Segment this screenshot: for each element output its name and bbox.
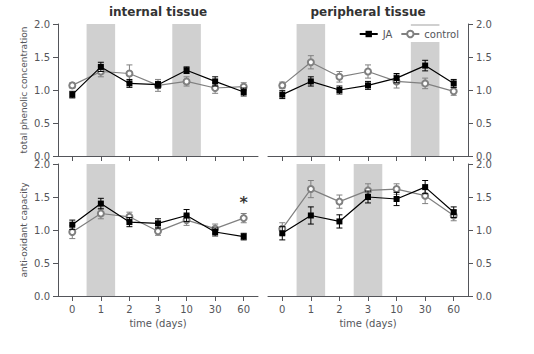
svg-text:1.5: 1.5 xyxy=(34,52,50,63)
svg-text:0.5: 0.5 xyxy=(34,258,50,269)
svg-text:1.0: 1.0 xyxy=(476,85,492,96)
svg-text:anti-oxidant capacity: anti-oxidant capacity xyxy=(19,182,29,278)
svg-text:1.0: 1.0 xyxy=(476,225,492,236)
svg-text:time (days): time (days) xyxy=(339,318,396,329)
svg-text:3: 3 xyxy=(155,304,161,315)
svg-text:total phenolic concentration: total phenolic concentration xyxy=(19,27,29,154)
svg-text:2.0: 2.0 xyxy=(34,159,50,170)
svg-text:control: control xyxy=(424,29,459,40)
svg-text:0.5: 0.5 xyxy=(34,118,50,129)
svg-text:1: 1 xyxy=(98,304,104,315)
svg-text:1.0: 1.0 xyxy=(34,225,50,236)
svg-text:0.0: 0.0 xyxy=(476,150,492,162)
svg-text:2.0: 2.0 xyxy=(476,19,492,30)
svg-text:2: 2 xyxy=(336,304,342,315)
svg-text:60: 60 xyxy=(237,304,250,315)
svg-text:1.5: 1.5 xyxy=(34,192,50,203)
svg-text:1: 1 xyxy=(308,304,314,315)
svg-text:10: 10 xyxy=(180,304,193,315)
svg-text:0.5: 0.5 xyxy=(476,118,492,129)
svg-text:time (days): time (days) xyxy=(129,318,186,329)
svg-text:30: 30 xyxy=(209,304,222,315)
svg-text:0.0: 0.0 xyxy=(34,291,50,302)
svg-text:JA: JA xyxy=(382,29,393,40)
svg-text:internal tissue: internal tissue xyxy=(109,5,207,19)
svg-text:0.0: 0.0 xyxy=(34,150,50,162)
svg-text:peripheral tissue: peripheral tissue xyxy=(310,5,425,19)
svg-text:1.0: 1.0 xyxy=(34,85,50,96)
svg-text:3: 3 xyxy=(365,304,371,315)
svg-text:0.5: 0.5 xyxy=(476,258,492,269)
svg-text:60: 60 xyxy=(447,304,460,315)
svg-text:2: 2 xyxy=(126,304,132,315)
svg-text:0: 0 xyxy=(279,304,285,315)
svg-text:0.0: 0.0 xyxy=(476,291,492,302)
svg-text:0: 0 xyxy=(69,304,75,315)
svg-text:2.0: 2.0 xyxy=(476,159,492,170)
svg-text:2.0: 2.0 xyxy=(34,19,50,30)
svg-text:10: 10 xyxy=(390,304,403,315)
svg-text:30: 30 xyxy=(419,304,432,315)
svg-text:*: * xyxy=(240,193,249,212)
svg-text:1.5: 1.5 xyxy=(476,52,492,63)
svg-text:1.5: 1.5 xyxy=(476,192,492,203)
